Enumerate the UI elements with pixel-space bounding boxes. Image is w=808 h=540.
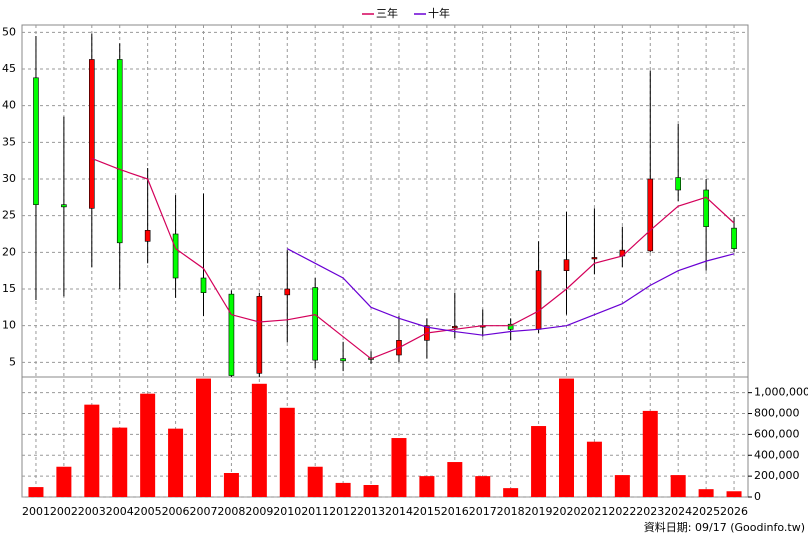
y-tick-label: 10 bbox=[2, 319, 16, 332]
candle-body bbox=[61, 204, 67, 208]
x-tick-label: 2023 bbox=[636, 505, 664, 518]
volume-bar bbox=[223, 473, 239, 497]
volume-bar bbox=[279, 407, 295, 497]
volume-bar bbox=[168, 428, 184, 497]
legend-label: 三年 bbox=[376, 6, 398, 20]
candle-body bbox=[675, 177, 681, 191]
candle-body bbox=[172, 233, 179, 279]
candle-body bbox=[731, 227, 737, 249]
y-tick-label: 40 bbox=[2, 99, 16, 112]
x-tick-label: 2009 bbox=[245, 505, 273, 518]
y-tick-label: 15 bbox=[2, 282, 16, 295]
volume-bar bbox=[531, 426, 547, 497]
volume-bar bbox=[642, 410, 658, 497]
volume-bar bbox=[363, 485, 379, 497]
volume-bar bbox=[196, 378, 211, 497]
candle-body bbox=[200, 277, 207, 293]
x-tick-label: 2017 bbox=[469, 505, 497, 518]
volume-bar bbox=[56, 466, 72, 497]
x-tick-label: 2003 bbox=[78, 505, 106, 518]
volume-bar bbox=[84, 404, 100, 497]
volume-bar bbox=[503, 488, 519, 497]
volume-bar bbox=[586, 441, 602, 497]
x-tick-label: 2013 bbox=[357, 505, 385, 518]
x-tick-label: 2012 bbox=[329, 505, 357, 518]
x-tick-label: 2014 bbox=[385, 505, 413, 518]
candle-body bbox=[535, 270, 542, 330]
volume-bar bbox=[419, 476, 435, 497]
y-tick-label: 35 bbox=[2, 135, 16, 148]
x-tick-label: 2010 bbox=[273, 505, 301, 518]
x-tick-label: 2005 bbox=[134, 505, 162, 518]
y-tick-label: 45 bbox=[2, 62, 16, 75]
ma-line bbox=[91, 157, 735, 360]
x-tick-label: 2015 bbox=[413, 505, 441, 518]
volume-bar bbox=[112, 427, 128, 497]
volume-bar bbox=[726, 491, 742, 497]
volume-bar bbox=[559, 378, 574, 497]
volume-tick-label: 200,000 bbox=[754, 469, 800, 482]
legend-label: 十年 bbox=[428, 6, 450, 20]
x-tick-label: 2020 bbox=[553, 505, 581, 518]
volume-tick-label: 400,000 bbox=[754, 448, 800, 461]
candle-body bbox=[228, 293, 235, 376]
candle-body bbox=[116, 59, 123, 244]
candle-body bbox=[89, 59, 95, 209]
x-tick-label: 2018 bbox=[497, 505, 525, 518]
volume-bar bbox=[698, 489, 714, 497]
volume-bar bbox=[447, 462, 463, 497]
x-tick-label: 2007 bbox=[190, 505, 218, 518]
x-tick-label: 2026 bbox=[720, 505, 748, 518]
source-note: 資料日期: 09/17 (Goodinfo.tw) bbox=[644, 520, 805, 534]
x-tick-label: 2008 bbox=[217, 505, 245, 518]
candle-body bbox=[507, 323, 514, 330]
volume-tick-label: 0 bbox=[754, 490, 761, 503]
candle-body bbox=[33, 77, 39, 205]
volume-bar bbox=[335, 482, 351, 497]
candle-body bbox=[284, 288, 291, 296]
volume-bar bbox=[391, 438, 407, 497]
volume-bar bbox=[670, 475, 686, 497]
x-tick-label: 2022 bbox=[608, 505, 636, 518]
x-tick-label: 2004 bbox=[106, 505, 134, 518]
y-tick-label: 5 bbox=[9, 355, 16, 368]
y-tick-label: 50 bbox=[2, 25, 16, 38]
x-tick-label: 2016 bbox=[441, 505, 469, 518]
volume-bar bbox=[614, 475, 630, 497]
candle-body bbox=[340, 358, 346, 362]
candle-body bbox=[703, 189, 709, 227]
volume-bar bbox=[475, 476, 491, 497]
x-tick-label: 2011 bbox=[301, 505, 329, 518]
y-tick-label: 20 bbox=[2, 245, 16, 258]
candle-body bbox=[647, 178, 654, 252]
volume-bar bbox=[251, 383, 267, 497]
volume-bar bbox=[140, 393, 156, 497]
x-tick-label: 2006 bbox=[162, 505, 190, 518]
x-tick-label: 2025 bbox=[692, 505, 720, 518]
volume-tick-label: 1,000,000 bbox=[754, 386, 808, 399]
candle-body bbox=[563, 259, 570, 271]
candle-body bbox=[256, 296, 263, 374]
candle-body bbox=[591, 257, 598, 260]
y-tick-label: 30 bbox=[2, 172, 16, 185]
x-tick-label: 2002 bbox=[50, 505, 78, 518]
y-tick-label: 25 bbox=[2, 209, 16, 222]
x-tick-label: 2024 bbox=[664, 505, 692, 518]
volume-bar bbox=[28, 487, 44, 497]
candle-body bbox=[312, 287, 318, 361]
candle-body bbox=[144, 230, 151, 242]
volume-tick-label: 600,000 bbox=[754, 427, 800, 440]
x-tick-label: 2021 bbox=[580, 505, 608, 518]
volume-bar bbox=[307, 466, 323, 497]
ma-line bbox=[286, 248, 735, 336]
x-tick-label: 2001 bbox=[22, 505, 50, 518]
plot-frame bbox=[21, 24, 749, 498]
x-tick-label: 2019 bbox=[525, 505, 553, 518]
volume-tick-label: 800,000 bbox=[754, 407, 800, 420]
candle-body bbox=[452, 326, 458, 329]
